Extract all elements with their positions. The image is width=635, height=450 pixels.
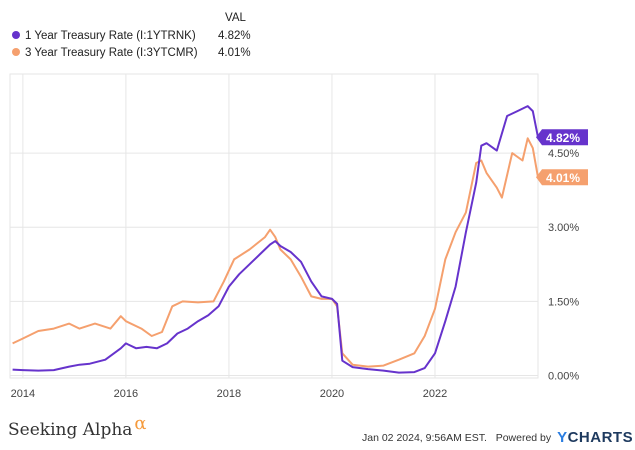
- y-tick-label: 1.50%: [548, 296, 579, 308]
- y-tick-label: 4.50%: [548, 148, 579, 160]
- legend-value-3yr: 4.01%: [218, 47, 251, 59]
- series-line-1yr: [12, 105, 539, 374]
- x-tick-label: 2020: [320, 388, 344, 400]
- logo-text: Seeking Alpha: [8, 420, 133, 440]
- series-3yr-dot-icon: [12, 48, 20, 56]
- timestamp: Jan 02 2024, 9:56AM EST.: [362, 432, 487, 444]
- y-tick-label: 3.00%: [548, 222, 579, 234]
- end-labels: 4.82% 4.01%: [536, 129, 588, 186]
- chart-grid: [9, 73, 539, 379]
- legend-label-3yr: 3 Year Treasury Rate (I:3YTCMR): [25, 47, 198, 59]
- seeking-alpha-logo[interactable]: Seeking Alpha α: [8, 413, 147, 440]
- x-axis-ticks: 2014 2016 2018 2020 2022: [11, 388, 448, 400]
- ycharts-logo[interactable]: YCHARTS: [557, 429, 633, 446]
- series-line-3yr: [12, 137, 539, 368]
- series-1yr-dot-icon: [12, 31, 20, 39]
- alpha-icon: α: [134, 413, 147, 434]
- end-label-3yr: 4.01%: [546, 171, 580, 185]
- legend-header: VAL: [225, 12, 246, 24]
- legend-item-1yr[interactable]: 1 Year Treasury Rate (I:1YTRNK) 4.82%: [12, 30, 272, 46]
- legend-item-3yr[interactable]: 3 Year Treasury Rate (I:3YTCMR) 4.01%: [12, 47, 272, 63]
- end-label-tag-3yr: [536, 169, 588, 186]
- footer-credit: Jan 02 2024, 9:56AM EST. Powered by YCHA…: [362, 429, 633, 446]
- x-tick-label: 2022: [423, 388, 447, 400]
- y-axis-ticks: 0.00% 1.50% 3.00% 4.50%: [548, 148, 579, 382]
- ycharts-wordmark: CHARTS: [567, 429, 634, 446]
- ycharts-y-icon: Y: [557, 429, 568, 446]
- plot-frame: [9, 73, 539, 379]
- end-label-1yr: 4.82%: [546, 131, 580, 145]
- powered-by-text: Powered by: [495, 432, 552, 444]
- legend-value-1yr: 4.82%: [218, 30, 251, 42]
- y-tick-label: 0.00%: [548, 371, 579, 383]
- x-tick-label: 2018: [217, 388, 241, 400]
- x-tick-label: 2014: [11, 388, 35, 400]
- x-tick-label: 2016: [114, 388, 138, 400]
- series-layer: [12, 105, 539, 374]
- legend-label-1yr: 1 Year Treasury Rate (I:1YTRNK): [25, 30, 196, 42]
- end-label-tag-1yr: [536, 129, 588, 146]
